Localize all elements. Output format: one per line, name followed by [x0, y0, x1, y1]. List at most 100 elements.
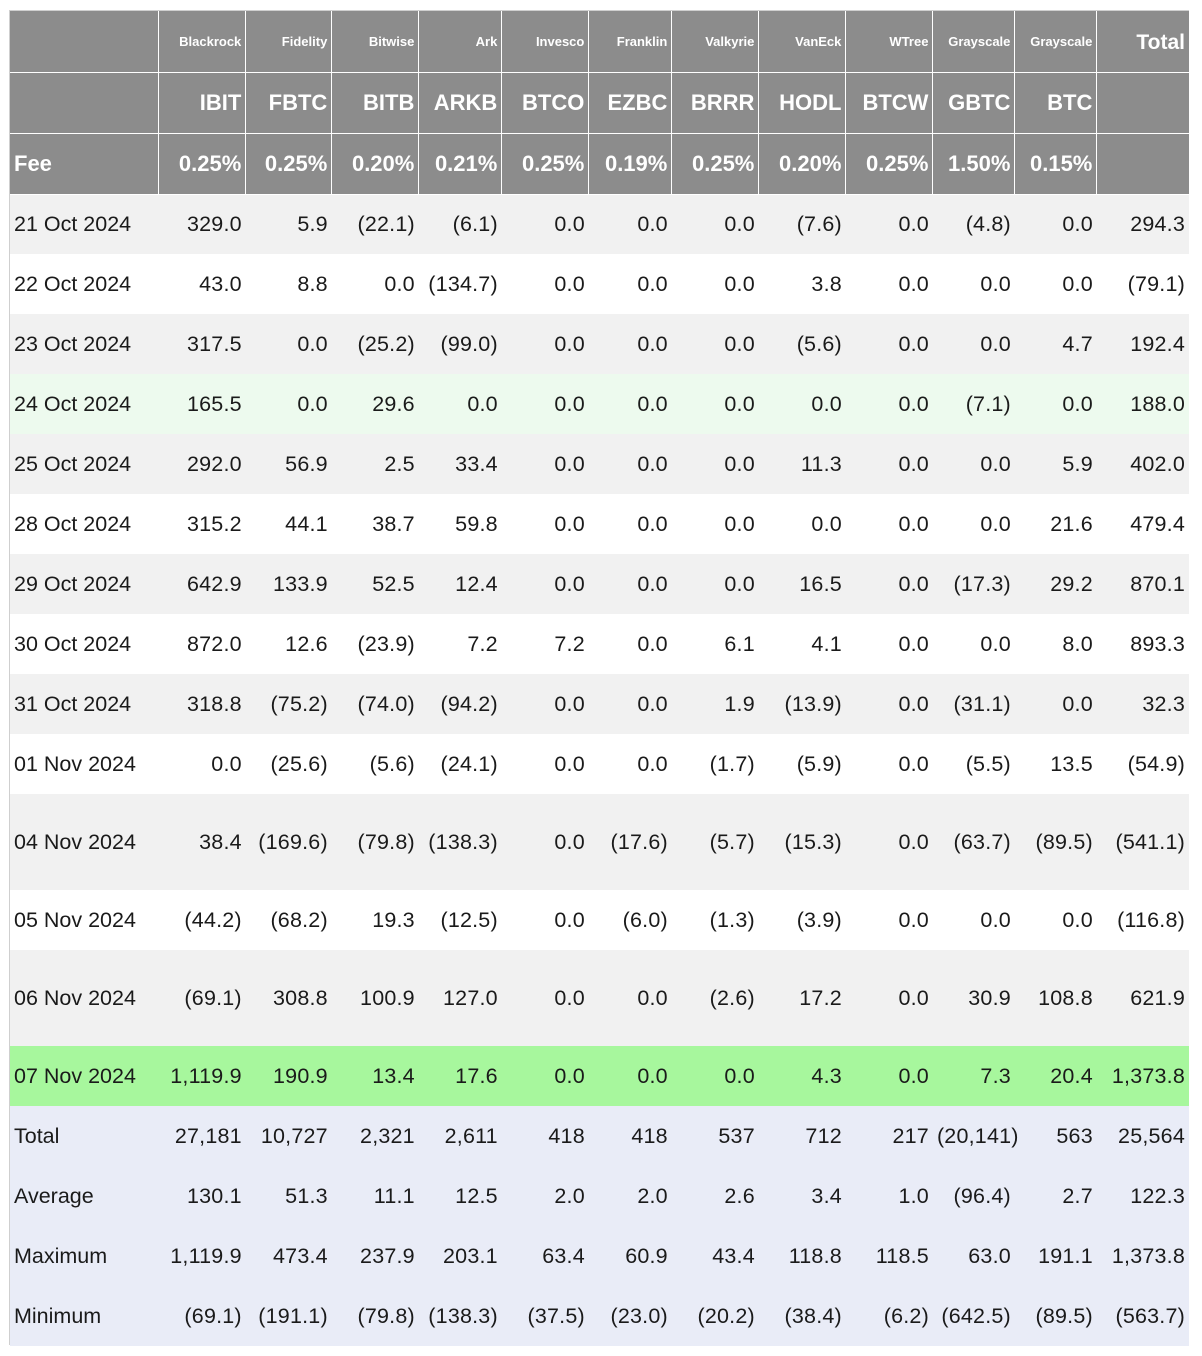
flow-value-cell: 203.1	[418, 1226, 502, 1286]
issuer-name: Valkyrie	[671, 11, 760, 73]
flow-value-cell: 0.0	[245, 374, 332, 434]
ticker: BTC	[1014, 72, 1098, 134]
fee-value: 0.20%	[331, 133, 420, 195]
flow-value-cell: 165.5	[158, 374, 246, 434]
flow-value-cell: 0.0	[845, 950, 933, 1046]
flow-value-cell: 13.4	[331, 1046, 419, 1106]
ticker: ARKB	[418, 72, 503, 134]
flow-value-cell: 308.8	[245, 950, 332, 1046]
flow-value-cell: (13.9)	[758, 674, 846, 734]
issuer-name: Grayscale	[1014, 11, 1098, 73]
flow-value-cell: 0.0	[501, 674, 589, 734]
fee-value: 0.25%	[245, 133, 333, 195]
date-cell: 24 Oct 2024	[10, 374, 159, 434]
flow-value-cell: 12.6	[245, 614, 332, 674]
date-cell: 05 Nov 2024	[10, 890, 159, 950]
flow-value-cell: 0.0	[1014, 194, 1097, 254]
flow-value-cell: (642.5)	[932, 1286, 1015, 1346]
flow-value-cell: 8.8	[245, 254, 332, 314]
ticker: BITB	[331, 72, 420, 134]
row-total-cell: 479.4	[1096, 494, 1189, 554]
flow-value-cell: 0.0	[758, 374, 846, 434]
flow-value-cell: 38.7	[331, 494, 419, 554]
summary-row: Average 130.1 51.3 11.1 12.5 2.0 2.0 2.6 3.4 1.0(…	[10, 1166, 1189, 1226]
issuer-name: VanEck	[758, 11, 847, 73]
flow-value-cell: 4.7	[1014, 314, 1097, 374]
flow-value-cell: 0.0	[671, 374, 759, 434]
flow-value-cell: 0.0	[501, 794, 589, 890]
flow-value-cell: 0.0	[588, 554, 672, 614]
flow-value-cell: 63.0	[932, 1226, 1015, 1286]
flow-value-cell: (138.3)	[418, 1286, 502, 1346]
row-total-cell: 893.3	[1096, 614, 1189, 674]
row-total-cell: (79.1)	[1096, 254, 1189, 314]
flow-value-cell: 12.4	[418, 554, 502, 614]
flow-value-cell: (17.6)	[588, 794, 672, 890]
flow-value-cell: (6.0)	[588, 890, 672, 950]
flow-value-cell: (15.3)	[758, 794, 846, 890]
issuer-name: Invesco	[501, 11, 590, 73]
fee-value: 0.20%	[758, 133, 847, 195]
date-cell: 07 Nov 2024	[10, 1046, 159, 1106]
flow-value-cell: 315.2	[158, 494, 246, 554]
total-column-header: Total	[1096, 11, 1189, 73]
table-body: 21 Oct 2024 329.0 5.9 (22.1) (6.1) 0.0 0.0 0.0(…	[10, 194, 1189, 1346]
flow-value-cell: 0.0	[501, 494, 589, 554]
flow-value-cell: 292.0	[158, 434, 246, 494]
date-cell: 21 Oct 2024	[10, 194, 159, 254]
flow-value-cell: (79.8)	[331, 794, 419, 890]
flow-value-cell: 0.0	[245, 314, 332, 374]
flow-value-cell: 2,321	[331, 1106, 419, 1166]
flow-value-cell: 0.0	[845, 890, 933, 950]
flow-value-cell: 537	[671, 1106, 759, 1166]
flow-value-cell: 0.0	[671, 554, 759, 614]
flow-value-cell: (63.7)	[932, 794, 1015, 890]
flow-value-cell: 0.0	[671, 1046, 759, 1106]
ticker: BTCO	[501, 72, 590, 134]
flow-value-cell: 5.9	[245, 194, 332, 254]
issuer-header-row: Blackrock Fidelity Bitwise Ark Invesco F…	[10, 11, 1189, 73]
flow-value-cell: 0.0	[845, 554, 933, 614]
flow-value-cell: 11.1	[331, 1166, 419, 1226]
flow-value-cell: (7.6)	[758, 194, 846, 254]
flow-value-cell: (68.2)	[245, 890, 332, 950]
flow-value-cell: 329.0	[158, 194, 246, 254]
flow-value-cell: 0.0	[1014, 674, 1097, 734]
flow-value-cell: 130.1	[158, 1166, 246, 1226]
flow-value-cell: 2.6	[671, 1166, 759, 1226]
flow-value-cell: 0.0	[501, 314, 589, 374]
flow-value-cell: 16.5	[758, 554, 846, 614]
table-row: 29 Oct 2024 642.9 133.9 52.5 12.4 0.0 0.0 0.0 16…	[10, 554, 1189, 614]
flow-value-cell: (75.2)	[245, 674, 332, 734]
flow-value-cell: 60.9	[588, 1226, 672, 1286]
flow-value-cell: (25.6)	[245, 734, 332, 794]
flow-value-cell: 127.0	[418, 950, 502, 1046]
flow-value-cell: 0.0	[932, 890, 1015, 950]
row-total-cell: 294.3	[1096, 194, 1189, 254]
summary-label: Average	[10, 1166, 159, 1226]
flow-value-cell: (17.3)	[932, 554, 1015, 614]
flow-value-cell: (25.2)	[331, 314, 419, 374]
fee-value: 0.25%	[501, 133, 590, 195]
flow-value-cell: (22.1)	[331, 194, 419, 254]
flow-value-cell: 38.4	[158, 794, 246, 890]
flow-value-cell: 21.6	[1014, 494, 1097, 554]
flow-value-cell: 0.0	[588, 254, 672, 314]
flow-value-cell: (138.3)	[418, 794, 502, 890]
flow-value-cell: 0.0	[845, 794, 933, 890]
flow-value-cell: 0.0	[588, 494, 672, 554]
summary-row: Minimum (69.1) (191.1) (79.8) (138.3) (37.5)(…	[10, 1286, 1189, 1346]
flow-value-cell: 0.0	[845, 674, 933, 734]
flow-value-cell: 0.0	[845, 314, 933, 374]
flow-value-cell: 237.9	[331, 1226, 419, 1286]
ticker: FBTC	[245, 72, 333, 134]
ticker: BTCW	[845, 72, 934, 134]
flow-value-cell: 1.0	[845, 1166, 933, 1226]
flow-value-cell: 0.0	[501, 554, 589, 614]
flow-value-cell: (6.2)	[845, 1286, 933, 1346]
flow-value-cell: 0.0	[501, 890, 589, 950]
flow-value-cell: 5.9	[1014, 434, 1097, 494]
flow-value-cell: 473.4	[245, 1226, 332, 1286]
flow-value-cell: 118.8	[758, 1226, 846, 1286]
flow-value-cell: 7.3	[932, 1046, 1015, 1106]
